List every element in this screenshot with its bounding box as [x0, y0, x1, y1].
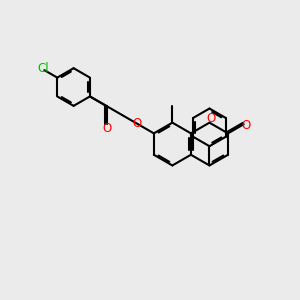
Text: O: O: [102, 122, 111, 135]
Text: O: O: [241, 119, 250, 132]
Text: O: O: [206, 112, 215, 125]
Text: O: O: [132, 117, 142, 130]
Text: Cl: Cl: [37, 62, 49, 75]
